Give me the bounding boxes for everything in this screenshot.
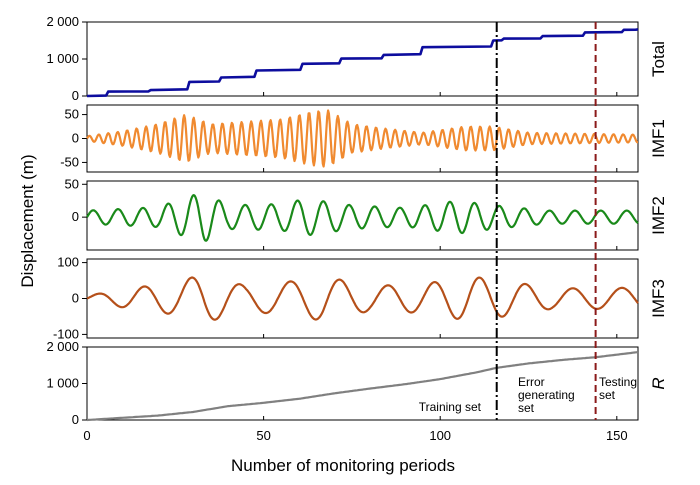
annotation-error-set: Error xyxy=(518,375,545,389)
x-axis-title: Number of monitoring periods xyxy=(231,456,455,475)
y-tick-label: -100 xyxy=(53,326,79,341)
panel-frame xyxy=(86,104,639,173)
panel-imf2: 0 50 IMF2 xyxy=(65,176,668,251)
series-line-r xyxy=(86,351,639,422)
panel-label: IMF2 xyxy=(649,196,668,235)
y-tick-label: 50 xyxy=(65,176,79,191)
series-line-total xyxy=(86,28,639,98)
y-tick-label: 2 000 xyxy=(46,339,79,354)
x-tick-label: 50 xyxy=(256,428,270,443)
panel-label: Total xyxy=(649,41,668,77)
panel-label: IMF1 xyxy=(649,119,668,158)
x-tick-label: 150 xyxy=(606,428,628,443)
x-tick-label: 0 xyxy=(83,428,90,443)
y-tick-label: 1 000 xyxy=(46,376,79,391)
y-tick-label: 100 xyxy=(57,255,79,270)
y-tick-label: 1 000 xyxy=(46,51,79,66)
annotation-testing-set: Testing xyxy=(599,375,637,389)
y-tick-label: 0 xyxy=(72,209,79,224)
panel-label: R xyxy=(649,377,668,389)
x-tick-label: 100 xyxy=(429,428,451,443)
series-line-imf3 xyxy=(86,276,639,321)
annotation-error-set: set xyxy=(518,401,535,415)
panel-imf1: -50 0 50 IMF1 xyxy=(60,104,668,173)
y-tick-label: 2 000 xyxy=(46,14,79,29)
panel-r: 0 1 000 2 000 R xyxy=(46,339,668,427)
y-tick-label: 50 xyxy=(65,107,79,122)
annotation-training-set: Training set xyxy=(419,400,482,414)
y-tick-label: 0 xyxy=(72,412,79,427)
y-tick-label: 0 xyxy=(72,131,79,146)
panel-total: 0 1 000 2 000 Total xyxy=(46,14,668,103)
y-tick-label: 0 xyxy=(72,291,79,306)
panel-imf3: -100 0 100 IMF3 xyxy=(53,255,668,342)
y-axis-title: Displacement (m) xyxy=(18,154,37,287)
annotation-testing-set: set xyxy=(599,388,616,402)
annotation-error-set: generating xyxy=(518,388,575,402)
panel-label: IMF3 xyxy=(649,279,668,318)
y-tick-label: 0 xyxy=(72,88,79,103)
y-tick-label: -50 xyxy=(60,154,79,169)
series-line-imf1 xyxy=(86,109,639,168)
series-line-imf2 xyxy=(86,194,639,242)
panel-frame xyxy=(86,258,639,339)
panel-frame xyxy=(86,346,639,421)
